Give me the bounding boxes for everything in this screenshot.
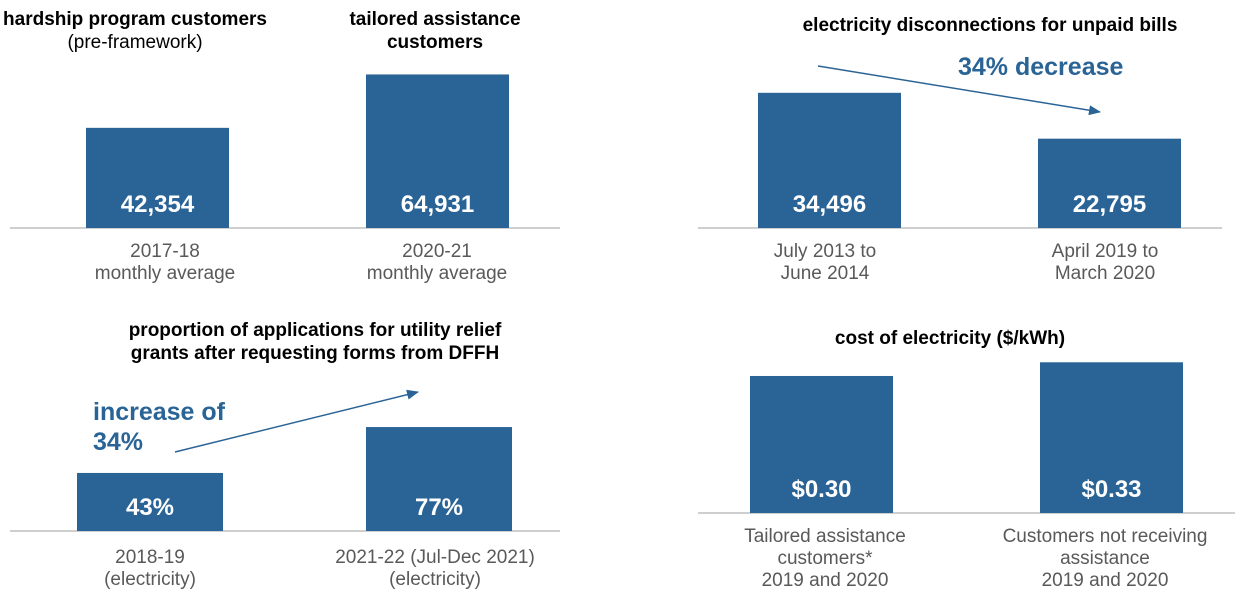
chart-1-value-label-1: 64,931 (401, 191, 474, 218)
chart-3-bar-0 (77, 472, 223, 531)
chart-4-category-0-line3: 2019 and 2020 (761, 570, 889, 591)
chart-2-category-0-line2: June 2014 (780, 263, 870, 284)
chart-3-category-0-line2: (electricity) (104, 569, 196, 590)
chart-4-category-0: Tailored assistance customers* 2019 and … (700, 526, 950, 592)
chart-2-bar-0 (758, 92, 901, 228)
chart-2-category-1-line2: March 2020 (1054, 263, 1156, 284)
chart-disconnections: electricity disconnections for unpaid bi… (650, 0, 1250, 300)
chart-2-value-label-1: 22,795 (1073, 191, 1146, 218)
chart-1-category-1-line2: monthly average (366, 263, 508, 284)
chart-2-value-label-0: 34,496 (793, 191, 866, 218)
chart-2-category-1-line1: April 2019 to (1051, 241, 1159, 262)
chart-2-bar-1 (1038, 138, 1181, 228)
chart-3-title: proportion of applications for utility r… (35, 319, 595, 365)
chart-2-category-0-line1: July 2013 to (773, 241, 877, 262)
chart-2-category-1: April 2019 to March 2020 (990, 241, 1220, 285)
chart-1-value-label-0: 42,354 (121, 191, 195, 218)
chart-2-title: electricity disconnections for unpaid bi… (802, 15, 1178, 36)
chart-1-plot: 42,354 64,931 (10, 74, 560, 229)
chart-3-category-0-line1: 2018-19 (115, 547, 185, 568)
chart-3-value-label-0: 43% (126, 494, 174, 521)
chart-4-bar-0 (750, 375, 893, 513)
group-title-tailored-text: tailored assistance customers (349, 9, 521, 53)
group-title-tailored: tailored assistance customers (310, 8, 560, 54)
chart-1-category-1: 2020-21 monthly average (322, 241, 552, 285)
chart-4-bar-1 (1040, 362, 1183, 513)
chart-3-value-label-1: 77% (415, 494, 463, 521)
chart-4-title: cost of electricity ($/kWh) (834, 328, 1066, 349)
chart-3-title-line1: proportion of applications for utility r… (128, 320, 502, 341)
chart-3-annotation-line1: increase of (93, 398, 226, 426)
chart-4-value-label-1: $0.33 (1081, 476, 1141, 503)
chart-1-category-0-line1: 2017-18 (130, 241, 200, 262)
chart-2-annotation: 34% decrease (958, 53, 1124, 81)
chart-3-annotation: increase of 34% (93, 397, 293, 457)
chart-4-category-0-line1: Tailored assistance (744, 526, 906, 547)
chart-4-plot: $0.30 $0.33 (698, 362, 1235, 514)
chart-3-annotation-line2: 34% (93, 428, 144, 456)
chart-3-bar-1 (366, 427, 512, 531)
chart-4-category-1-line1: Customers not receiving (1002, 526, 1208, 547)
chart-1-category-0-line2: monthly average (94, 263, 236, 284)
chart-2-plot: 34,496 22,795 (698, 65, 1222, 229)
chart-4-category-1: Customers not receiving assistance 2019 … (970, 526, 1240, 592)
chart-electricity-cost: cost of electricity ($/kWh) $0.30 $0.33 … (650, 300, 1250, 605)
chart-4-category-1-line3: 2019 and 2020 (1041, 570, 1169, 591)
chart-1-category-0: 2017-18 monthly average (50, 241, 280, 285)
chart-1-category-1-line1: 2020-21 (402, 241, 472, 262)
chart-3-title-line2: grants after requesting forms from DFFH (130, 343, 500, 364)
chart-2-category-0: July 2013 to June 2014 (710, 241, 940, 285)
chart-3-category-0: 2018-19 (electricity) (35, 547, 265, 591)
group-subtitle-hardship: (pre-framework) (67, 32, 203, 53)
chart-3-category-1-line2: (electricity) (389, 569, 481, 590)
chart-3-category-1: 2021-22 (Jul-Dec 2021) (electricity) (300, 547, 570, 591)
chart-1-bar-0 (86, 127, 229, 228)
group-title-hardship: hardship program customers (pre-framewor… (0, 8, 270, 54)
chart-hardship-customers: hardship program customers (pre-framewor… (0, 0, 600, 300)
chart-4-value-label-0: $0.30 (791, 476, 851, 503)
chart-4-category-1-line2: assistance (1060, 548, 1150, 569)
chart-3-category-1-line1: 2021-22 (Jul-Dec 2021) (335, 547, 535, 568)
chart-2-trend-arrow (817, 65, 1101, 116)
chart-utility-relief: proportion of applications for utility r… (0, 300, 620, 605)
chart-3-plot: 43% 77% (10, 389, 560, 532)
chart-1-bar-1 (366, 74, 509, 228)
group-title-hardship-text: hardship program customers (3, 9, 267, 30)
chart-4-category-0-line2: customers* (777, 548, 873, 569)
chart-3-trend-arrow (174, 389, 419, 453)
